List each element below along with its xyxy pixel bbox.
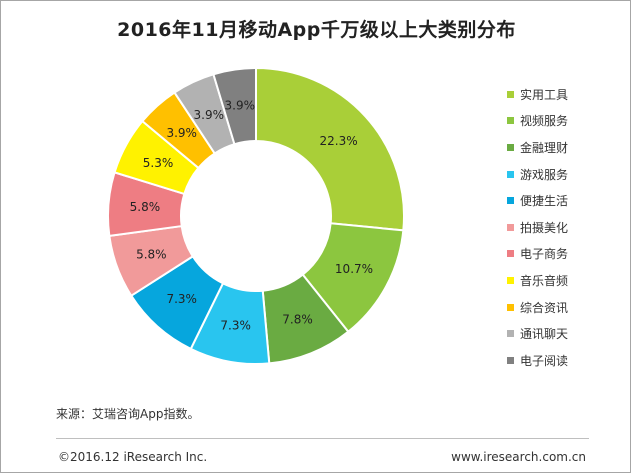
footer-divider bbox=[56, 438, 589, 439]
donut-slice-1 bbox=[255, 66, 405, 232]
slice-data-label: 3.9% bbox=[166, 126, 197, 140]
slice-data-label: 7.3% bbox=[166, 292, 197, 306]
legend-label: 通讯聊天 bbox=[520, 327, 569, 342]
website-text: www.iresearch.com.cn bbox=[451, 450, 586, 464]
legend-swatch bbox=[507, 303, 514, 311]
legend-label: 视频服务 bbox=[520, 114, 569, 129]
legend-label: 综合资讯 bbox=[520, 300, 569, 315]
legend-item: 金融理财 bbox=[507, 134, 568, 161]
legend-item: 视频服务 bbox=[507, 108, 568, 135]
legend-item: 拍摄美化 bbox=[507, 214, 568, 241]
chart-legend: 实用工具视频服务金融理财游戏服务便捷生活拍摄美化电子商务音乐音频综合资讯通讯聊天… bbox=[507, 81, 568, 374]
legend-swatch bbox=[507, 197, 514, 205]
legend-item: 便捷生活 bbox=[507, 187, 568, 214]
slice-data-label: 3.9% bbox=[225, 99, 256, 113]
legend-label: 电子阅读 bbox=[520, 353, 569, 368]
legend-label: 电子商务 bbox=[520, 247, 569, 262]
legend-label: 拍摄美化 bbox=[520, 220, 569, 235]
legend-item: 电子阅读 bbox=[507, 347, 568, 374]
legend-swatch bbox=[507, 276, 514, 284]
legend-item: 通讯聊天 bbox=[507, 320, 568, 347]
legend-item: 电子商务 bbox=[507, 241, 568, 268]
legend-swatch bbox=[507, 90, 514, 98]
legend-swatch bbox=[507, 117, 514, 125]
slice-data-label: 5.3% bbox=[143, 156, 174, 170]
legend-swatch bbox=[507, 356, 514, 364]
legend-swatch bbox=[507, 223, 514, 231]
slice-data-label: 7.3% bbox=[220, 319, 251, 333]
source-note: 来源：艾瑞咨询App指数。 bbox=[56, 407, 200, 421]
legend-item: 实用工具 bbox=[507, 81, 568, 108]
donut-slice-11 bbox=[212, 66, 257, 146]
legend-swatch bbox=[507, 250, 514, 258]
slice-data-label: 10.7% bbox=[335, 262, 373, 276]
slice-data-label: 5.8% bbox=[130, 200, 161, 214]
slice-data-label: 3.9% bbox=[194, 108, 225, 122]
legend-label: 音乐音频 bbox=[520, 273, 569, 288]
legend-item: 游戏服务 bbox=[507, 161, 568, 188]
legend-swatch bbox=[507, 143, 514, 151]
legend-label: 便捷生活 bbox=[520, 194, 569, 209]
legend-swatch bbox=[507, 330, 514, 338]
legend-item: 综合资讯 bbox=[507, 294, 568, 321]
slice-data-label: 22.3% bbox=[320, 134, 358, 148]
legend-label: 游戏服务 bbox=[520, 167, 569, 182]
copyright-text: ©2016.12 iResearch Inc. bbox=[58, 450, 208, 464]
slice-data-label: 7.8% bbox=[282, 312, 313, 326]
legend-swatch bbox=[507, 170, 514, 178]
legend-label: 实用工具 bbox=[520, 87, 569, 102]
chart-title: 2016年11月移动App千万级以上大类别分布 bbox=[117, 19, 516, 41]
legend-item: 音乐音频 bbox=[507, 267, 568, 294]
slice-data-label: 5.8% bbox=[136, 247, 167, 261]
legend-label: 金融理财 bbox=[520, 140, 569, 155]
